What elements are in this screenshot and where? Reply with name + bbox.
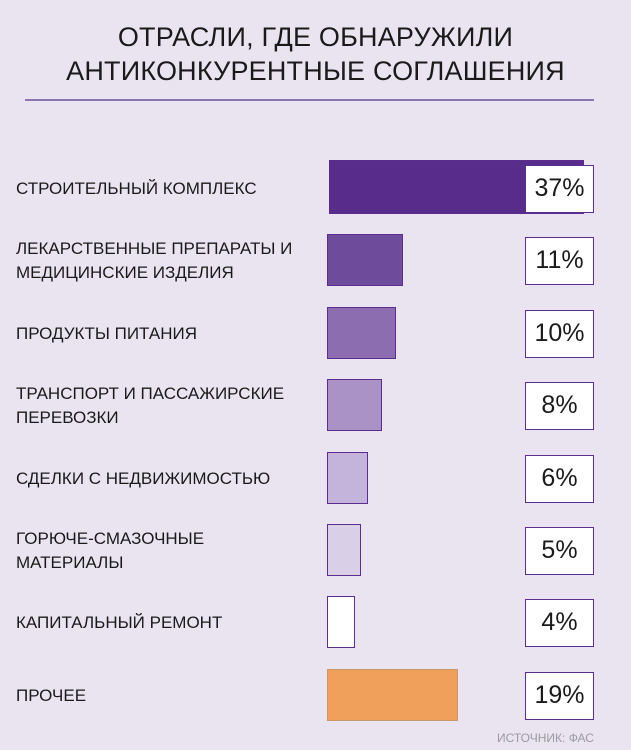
category-label: СДЕЛКИ С НЕДВИЖИМОСТЬЮ [16, 467, 316, 491]
bar [327, 379, 382, 432]
category-label: ЛЕКАРСТВЕННЫЕ ПРЕПАРАТЫ И МЕДИЦИНСКИЕ ИЗД… [16, 237, 316, 285]
category-label-line: МЕДИЦИНСКИЕ ИЗДЕЛИЯ [16, 263, 234, 283]
chart-title-line-2: АНТИКОНКУРЕНТНЫЕ СОГЛАШЕНИЯ [66, 56, 565, 86]
category-label: КАПИТАЛЬНЫЙ РЕМОНТ [16, 611, 316, 635]
category-label-line: ЛЕКАРСТВЕННЫЕ ПРЕПАРАТЫ И [16, 239, 293, 259]
bar [327, 524, 361, 576]
category-label: ПРОЧЕЕ [16, 684, 316, 708]
category-label: СТРОИТЕЛЬНЫЙ КОМПЛЕКС [16, 177, 316, 201]
category-label-line: ПЕРЕВОЗКИ [16, 408, 119, 428]
category-label-line: КАПИТАЛЬНЫЙ РЕМОНТ [16, 613, 223, 633]
category-label-line: СТРОИТЕЛЬНЫЙ КОМПЛЕКС [16, 179, 257, 198]
value-label: 8% [525, 382, 594, 431]
category-label-line: СДЕЛКИ С НЕДВИЖИМОСТЬЮ [16, 468, 271, 488]
category-label-line: ПРОЧЕЕ [16, 685, 87, 705]
category-label-line: ПРОДУКТЫ ПИТАНИЯ [16, 323, 197, 343]
value-label: 37% [525, 165, 594, 213]
bar [327, 596, 355, 649]
value-label: 11% [525, 237, 594, 286]
category-label-line: МАТЕРИАЛЫ [16, 553, 124, 572]
category-label: ГОРЮЧЕ-СМАЗОЧНЫЕ МАТЕРИАЛЫ [16, 527, 316, 575]
category-label-line: ГОРЮЧЕ-СМАЗОЧНЫЕ [16, 529, 205, 548]
bar [327, 234, 403, 287]
bar [327, 668, 458, 721]
category-label-line: ТРАНСПОРТ И ПАССАЖИРСКИЕ [16, 384, 285, 404]
bar [327, 451, 368, 504]
category-label: ПРОДУКТЫ ПИТАНИЯ [16, 322, 316, 346]
title-divider [25, 99, 594, 101]
value-label: 6% [525, 454, 594, 503]
bar [327, 306, 396, 359]
value-label: 4% [525, 599, 594, 648]
category-label: ТРАНСПОРТ И ПАССАЖИРСКИЕ ПЕРЕВОЗКИ [16, 382, 316, 430]
chart-title-line-1: ОТРАСЛИ, ГДЕ ОБНАРУЖИЛИ [117, 22, 514, 52]
value-label: 10% [525, 309, 594, 358]
value-label: 5% [525, 527, 594, 575]
chart-title: ОТРАСЛИ, ГДЕ ОБНАРУЖИЛИ АНТИКОНКУРЕНТНЫЕ… [0, 20, 631, 88]
source-note: ИСТОЧНИК: ФАС [497, 731, 594, 745]
value-label: 19% [525, 671, 594, 720]
